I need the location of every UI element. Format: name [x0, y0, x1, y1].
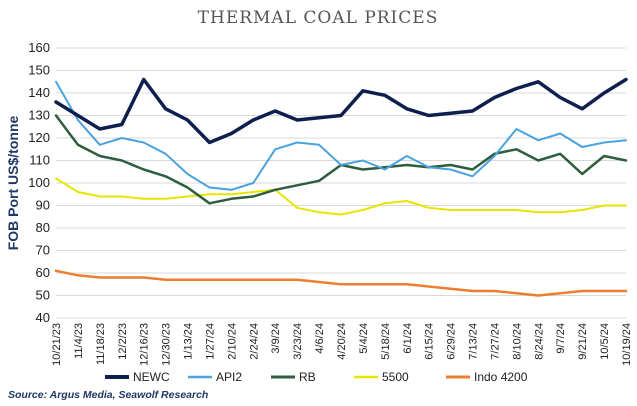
- series-line-api2: [55, 80, 627, 191]
- series-line-indo-4200: [54, 269, 628, 297]
- y-tick-label: 50: [36, 288, 50, 303]
- x-tick-label: 9/21/24: [577, 323, 589, 360]
- x-tick-label: 12/16/23: [139, 323, 151, 366]
- x-tick-label: 12/30/23: [161, 323, 173, 366]
- legend-label: RB: [299, 370, 316, 384]
- x-tick-label: 4/20/24: [336, 323, 348, 360]
- x-tick-label: 10/19/24: [621, 323, 633, 366]
- x-tick-label: 6/29/24: [446, 323, 458, 360]
- gridlines: [56, 47, 626, 319]
- x-tick-label: 10/5/24: [599, 323, 611, 360]
- y-tick-label: 40: [36, 310, 50, 325]
- y-axis-label: FOB Port US$/tonne: [5, 116, 21, 251]
- series-line-5500: [55, 177, 627, 216]
- legend-label: API2: [216, 370, 242, 384]
- y-tick-label: 110: [29, 153, 50, 168]
- x-tick-label: 9/7/24: [555, 323, 567, 354]
- y-axis-ticks: 40 50 60 70 80 90 100 110 120 130 140 150 160: [28, 40, 50, 325]
- x-tick-label: 5/4/24: [358, 323, 370, 354]
- legend-label: Indo 4200: [474, 370, 528, 384]
- series-lines: [54, 77, 628, 297]
- series-line-newc: [54, 77, 628, 145]
- x-tick-label: 12/2/23: [117, 323, 129, 360]
- y-tick-label: 150: [28, 63, 50, 78]
- x-tick-label: 6/15/24: [424, 323, 436, 360]
- x-tick-label: 10/21/23: [51, 323, 63, 366]
- legend-label: 5500: [382, 370, 409, 384]
- series-line-rb: [54, 114, 628, 205]
- x-tick-label: 1/27/24: [204, 323, 216, 360]
- x-tick-label: 2/10/24: [226, 323, 238, 360]
- x-axis-ticks: 10/21/23 11/4/23 11/18/23 12/2/23 12/16/23 12…: [51, 323, 633, 366]
- x-tick-label: 7/27/24: [489, 323, 501, 360]
- x-tick-label: 8/10/24: [511, 323, 523, 360]
- x-tick-label: 7/13/24: [468, 323, 480, 360]
- x-tick-label: 11/4/23: [73, 323, 85, 359]
- y-tick-label: 100: [28, 175, 50, 190]
- y-tick-label: 60: [36, 265, 50, 280]
- y-tick-label: 70: [36, 243, 50, 258]
- legend: NEWC API2 RB 5500 Indo 4200: [105, 370, 528, 384]
- x-tick-label: 5/18/24: [380, 323, 392, 360]
- x-tick-label: 3/23/24: [292, 323, 304, 360]
- chart-title: THERMAL COAL PRICES: [198, 8, 439, 28]
- x-tick-label: 2/24/24: [248, 323, 260, 360]
- y-tick-label: 160: [28, 40, 50, 55]
- x-tick-label: 11/18/23: [95, 323, 107, 365]
- y-tick-label: 120: [28, 130, 50, 145]
- y-tick-label: 80: [36, 220, 50, 235]
- source-note: Source: Argus Media, Seawolf Research: [8, 389, 208, 401]
- x-tick-label: 4/6/24: [314, 323, 326, 354]
- y-tick-label: 130: [28, 108, 50, 123]
- y-tick-label: 90: [36, 198, 50, 213]
- x-tick-label: 1/13/24: [183, 323, 195, 360]
- legend-label: NEWC: [133, 370, 170, 384]
- x-tick-label: 8/24/24: [533, 323, 545, 360]
- x-tick-label: 3/9/24: [270, 323, 282, 354]
- y-tick-label: 140: [28, 85, 50, 100]
- x-tick-label: 6/1/24: [402, 323, 414, 354]
